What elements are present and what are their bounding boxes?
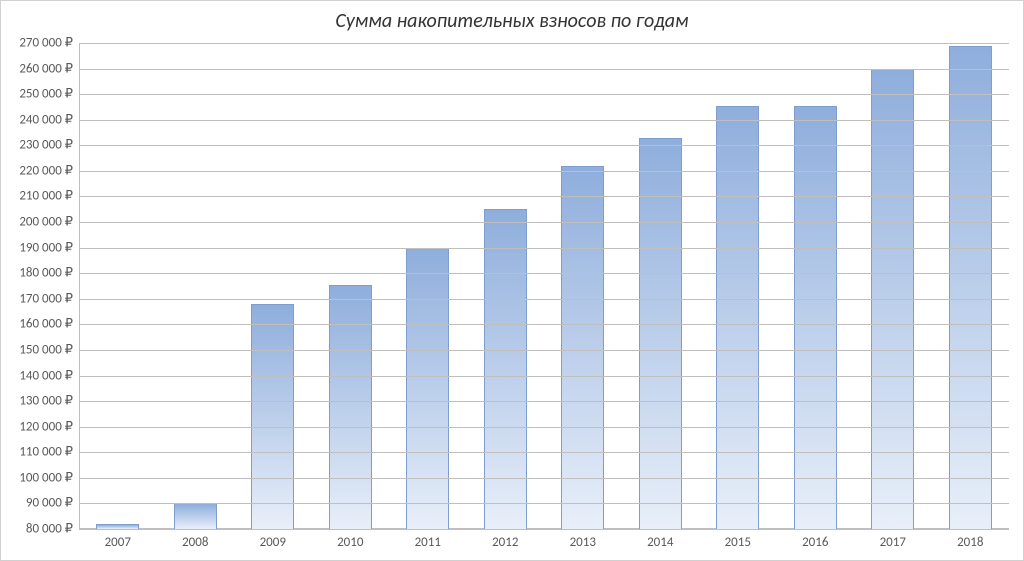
- y-tick-label: 180 000 ₽: [19, 266, 79, 281]
- x-tick-label: 2008: [182, 529, 208, 550]
- gridline: [79, 350, 1009, 351]
- x-tick-label: 2009: [260, 529, 286, 550]
- y-tick-label: 90 000 ₽: [26, 496, 79, 511]
- gridline: [79, 43, 1009, 44]
- gridline: [79, 196, 1009, 197]
- gridline: [79, 273, 1009, 274]
- gridline: [79, 248, 1009, 249]
- x-tick-label: 2016: [802, 529, 828, 550]
- y-tick-label: 110 000 ₽: [19, 445, 79, 460]
- y-tick-label: 120 000 ₽: [19, 419, 79, 434]
- y-tick-label: 230 000 ₽: [19, 138, 79, 153]
- gridline: [79, 401, 1009, 402]
- chart-container: Сумма накопительных взносов по годам 80 …: [0, 0, 1024, 561]
- bar: [716, 106, 759, 529]
- bar: [251, 304, 294, 529]
- y-tick-label: 260 000 ₽: [19, 61, 79, 76]
- gridline: [79, 94, 1009, 95]
- y-tick-label: 150 000 ₽: [19, 342, 79, 357]
- x-tick-label: 2017: [880, 529, 906, 550]
- y-tick-label: 210 000 ₽: [19, 189, 79, 204]
- gridline: [79, 299, 1009, 300]
- y-tick-label: 80 000 ₽: [26, 522, 79, 537]
- x-tick-label: 2018: [957, 529, 983, 550]
- gridline: [79, 427, 1009, 428]
- gridline: [79, 452, 1009, 453]
- x-tick-label: 2007: [105, 529, 131, 550]
- y-tick-label: 240 000 ₽: [19, 112, 79, 127]
- y-tick-label: 270 000 ₽: [19, 36, 79, 51]
- y-tick-label: 130 000 ₽: [19, 394, 79, 409]
- y-tick-label: 140 000 ₽: [19, 368, 79, 383]
- bar: [406, 248, 449, 529]
- x-tick-label: 2013: [570, 529, 596, 550]
- chart-title: Сумма накопительных взносов по годам: [1, 9, 1023, 33]
- bar: [329, 285, 372, 529]
- y-tick-label: 160 000 ₽: [19, 317, 79, 332]
- gridline: [79, 171, 1009, 172]
- gridline: [79, 69, 1009, 70]
- plot-area: 80 000 ₽90 000 ₽100 000 ₽110 000 ₽120 00…: [79, 43, 1009, 529]
- bar: [174, 503, 217, 529]
- gridline: [79, 120, 1009, 121]
- x-tick-label: 2012: [492, 529, 518, 550]
- bar: [561, 166, 604, 529]
- gridline: [79, 503, 1009, 504]
- y-tick-label: 200 000 ₽: [19, 215, 79, 230]
- bar: [949, 46, 992, 529]
- x-tick-label: 2010: [337, 529, 363, 550]
- y-tick-label: 190 000 ₽: [19, 240, 79, 255]
- gridline: [79, 478, 1009, 479]
- gridline: [79, 324, 1009, 325]
- gridline: [79, 222, 1009, 223]
- x-tick-label: 2011: [415, 529, 441, 550]
- bars-group: [79, 43, 1009, 529]
- y-tick-label: 250 000 ₽: [19, 87, 79, 102]
- y-tick-label: 170 000 ₽: [19, 291, 79, 306]
- x-tick-label: 2015: [725, 529, 751, 550]
- gridline: [79, 145, 1009, 146]
- gridline: [79, 529, 1009, 530]
- gridline: [79, 376, 1009, 377]
- bar: [484, 209, 527, 529]
- y-tick-label: 220 000 ₽: [19, 163, 79, 178]
- y-tick-label: 100 000 ₽: [19, 470, 79, 485]
- bar: [794, 106, 837, 529]
- x-tick-label: 2014: [647, 529, 673, 550]
